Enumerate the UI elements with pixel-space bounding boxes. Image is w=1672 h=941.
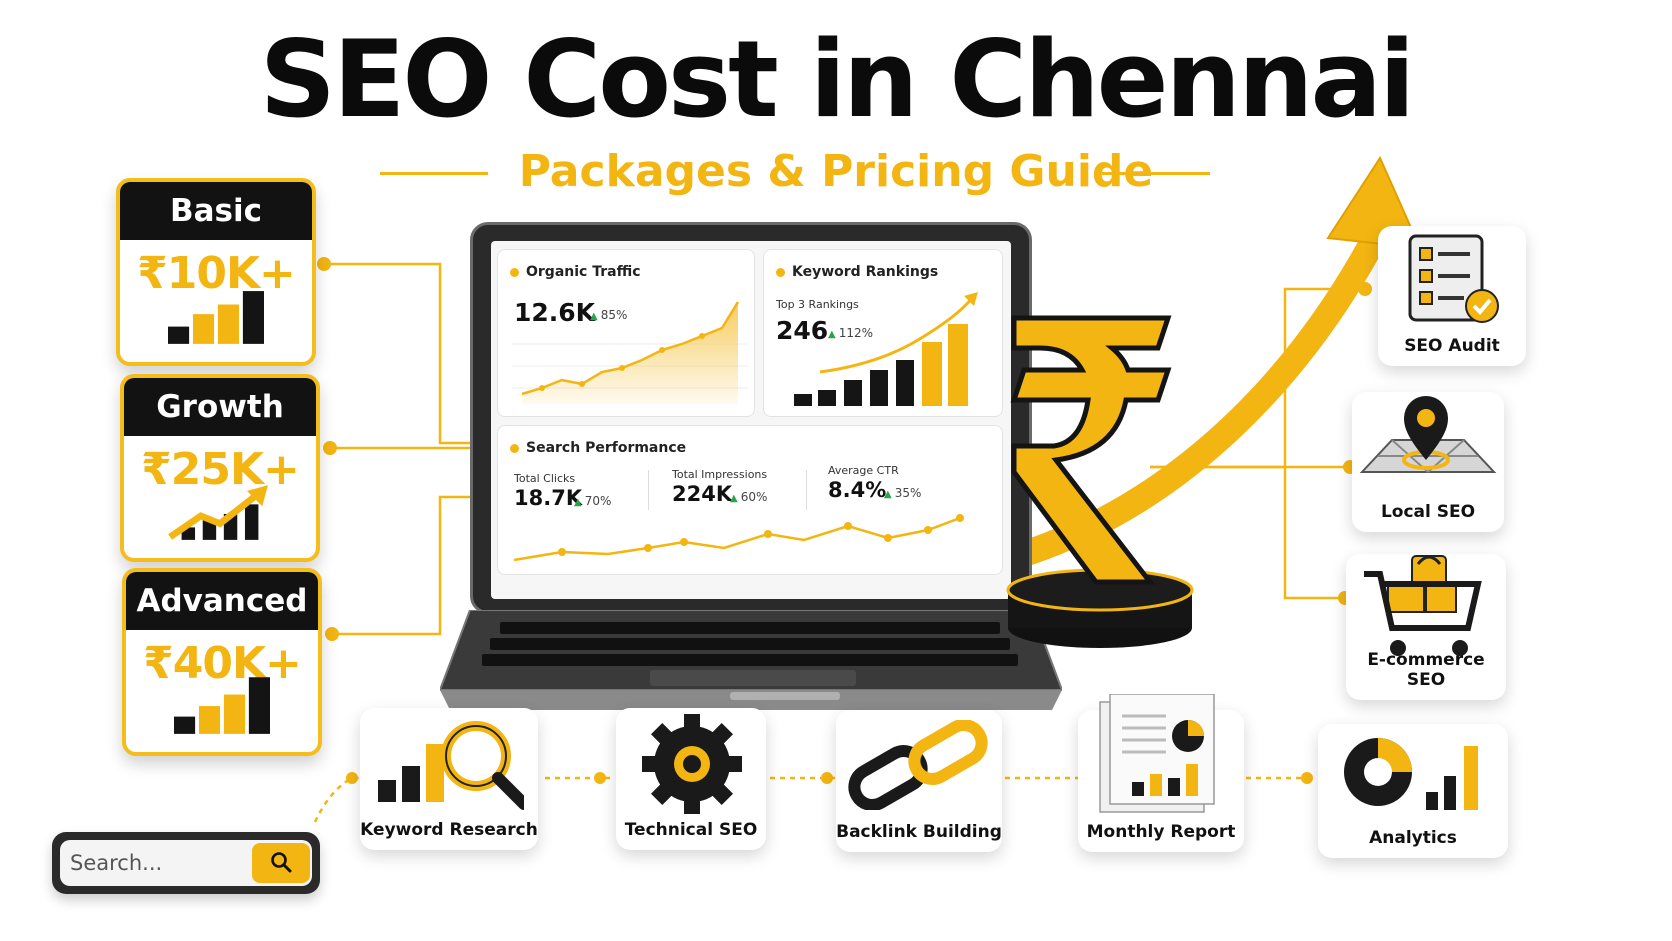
- package-card-basic[interactable]: Basic ₹10K+: [116, 178, 316, 366]
- up-arrow-icon: ▲: [590, 311, 598, 322]
- metric-value: 8.4%: [828, 478, 887, 502]
- metric-value: 18.7K: [514, 486, 583, 510]
- page-title: SEO Cost in Chennai: [259, 18, 1416, 141]
- metric-caption: Total Impressions: [672, 468, 768, 481]
- service-label: Local SEO: [1380, 502, 1476, 522]
- organic-traffic-panel: Organic Traffic 12.6K ▲ 85%: [497, 249, 755, 417]
- keyword-rankings-panel: Keyword Rankings Top 3 Rankings 246 ▲ 112…: [763, 249, 1003, 417]
- dashboard: Organic Traffic 12.6K ▲ 85% Keyword Ranki…: [491, 241, 1011, 599]
- metric-value: 246: [776, 316, 829, 345]
- subtitle-divider-left: [380, 172, 488, 175]
- shopping-cart-icon: [1364, 555, 1482, 656]
- metric-caption: Total Clicks: [514, 472, 576, 485]
- checklist-icon: [1408, 234, 1499, 323]
- magnifier-chart-icon: [378, 721, 524, 810]
- metric-value: 224K: [672, 482, 733, 506]
- status-dot: [510, 444, 519, 453]
- metric-value: 12.6K: [514, 298, 596, 327]
- metric-delta: ▲ 85%: [590, 308, 628, 322]
- up-arrow-icon: ▲: [730, 493, 738, 504]
- monthly-report-card[interactable]: Monthly Report: [1078, 694, 1244, 852]
- search-icon: [271, 851, 292, 872]
- backlink-building-card[interactable]: Backlink Building: [836, 710, 1002, 852]
- divider: [648, 470, 649, 510]
- up-arrow-icon: ▲: [884, 489, 892, 500]
- ecommerce-seo-card[interactable]: E-commerce SEO: [1346, 554, 1506, 700]
- donut-chart-icon: [1344, 738, 1478, 810]
- panel-title: Keyword Rankings: [792, 264, 939, 280]
- metric-delta: ▲ 112%: [828, 326, 874, 340]
- package-card-growth[interactable]: Growth ₹25K+: [120, 374, 320, 562]
- package-card-advanced[interactable]: Advanced ₹40K+: [122, 568, 322, 756]
- panel-title: Search Performance: [526, 440, 687, 456]
- package-price: ₹40K+: [143, 638, 302, 689]
- local-seo-card[interactable]: Local SEO: [1352, 392, 1504, 532]
- status-dot: [776, 268, 785, 277]
- metric-delta: ▲ 60%: [730, 490, 768, 504]
- service-label: Monthly Report: [1086, 822, 1236, 842]
- metric-delta: ▲ 70%: [574, 494, 612, 508]
- page-subtitle: Packages & Pricing Guide: [518, 146, 1154, 197]
- service-label: Keyword Research: [360, 820, 538, 840]
- package-price: ₹25K+: [141, 444, 300, 495]
- metric-caption: Top 3 Rankings: [776, 298, 859, 311]
- map-pin-icon: [1359, 396, 1497, 473]
- subtitle-row: Packages & Pricing Guide: [0, 146, 1672, 202]
- subtitle-divider-right: [1102, 172, 1210, 175]
- metric-delta: ▲ 35%: [884, 486, 922, 500]
- search-field-wrapper: [60, 840, 312, 886]
- growth-chart-icon: [168, 485, 268, 540]
- laptop-screen: Organic Traffic 12.6K ▲ 85% Keyword Ranki…: [470, 222, 1032, 614]
- technical-seo-card[interactable]: Technical SEO: [616, 708, 766, 850]
- chain-link-icon: [848, 720, 988, 810]
- search-input[interactable]: [70, 840, 240, 886]
- report-icon: [1099, 694, 1215, 813]
- panel-title: Organic Traffic: [526, 264, 641, 280]
- bar-chart-icon: [168, 291, 264, 344]
- rupee-trophy-icon: [1006, 315, 1194, 648]
- package-name: Basic: [120, 182, 312, 240]
- package-name: Advanced: [126, 572, 318, 630]
- metric-caption: Average CTR: [828, 464, 899, 477]
- search-button[interactable]: [252, 843, 310, 883]
- status-dot: [510, 268, 519, 277]
- keyword-rankings-chart: [794, 292, 978, 406]
- package-price: ₹10K+: [137, 248, 296, 299]
- seo-audit-card[interactable]: SEO Audit: [1378, 226, 1526, 366]
- search-bar: [52, 832, 320, 894]
- laptop-keyboard: [440, 610, 1062, 710]
- up-arrow-icon: ▲: [828, 329, 836, 340]
- keyword-research-card[interactable]: Keyword Research: [360, 708, 538, 850]
- service-label: E-commerce SEO: [1367, 650, 1485, 690]
- search-performance-chart: [513, 514, 964, 562]
- bar-chart-icon: [174, 677, 270, 734]
- gear-icon: [642, 714, 742, 814]
- service-label: Technical SEO: [624, 820, 758, 840]
- up-arrow-icon: ▲: [574, 497, 582, 508]
- service-label: SEO Audit: [1404, 336, 1500, 356]
- package-name: Growth: [124, 378, 316, 436]
- analytics-card[interactable]: Analytics: [1318, 724, 1508, 858]
- divider: [806, 470, 807, 510]
- search-performance-panel: Search Performance Total Clicks 18.7K ▲ 7…: [497, 425, 1003, 575]
- organic-traffic-chart: [512, 301, 748, 404]
- service-label: Analytics: [1369, 828, 1457, 848]
- service-label: Backlink Building: [836, 822, 1002, 842]
